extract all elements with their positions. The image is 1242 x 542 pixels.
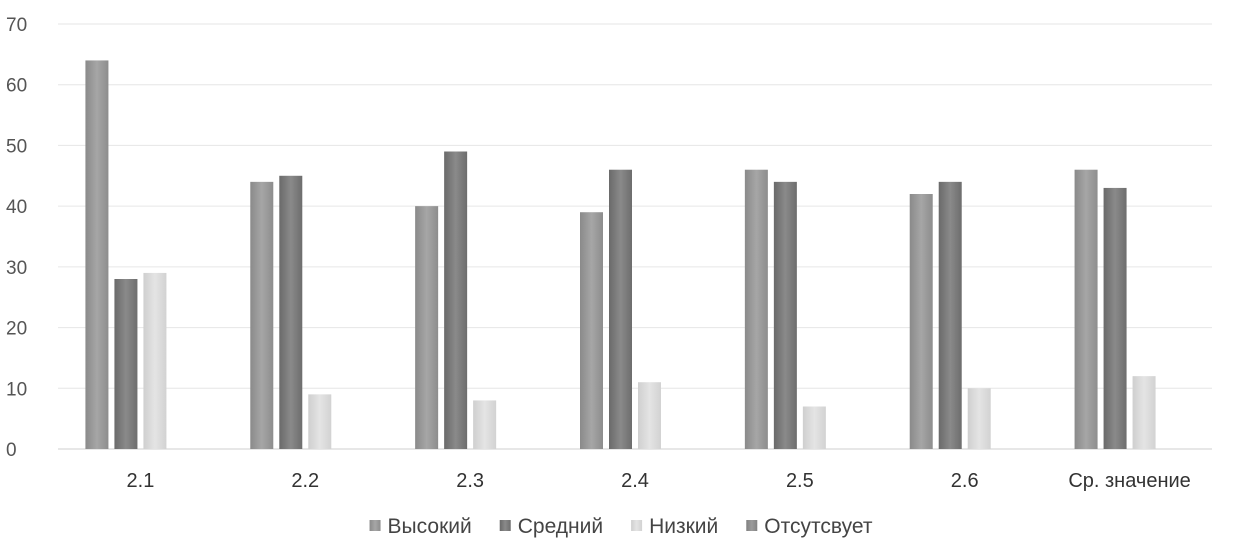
- gridlines: [58, 23, 1212, 450]
- y-tick-label: 60: [6, 76, 27, 97]
- y-tick-label: 30: [6, 258, 27, 279]
- bar-3-5: [802, 406, 826, 449]
- bar-3-3: [473, 400, 497, 449]
- legend-swatch-3: [631, 520, 643, 531]
- bar-3-7: [1132, 376, 1156, 449]
- legend-label-2: Средний: [518, 515, 603, 538]
- x-category-label: 2.4: [621, 470, 649, 492]
- legend: Высокий Средний Низкий Отсутсвует: [369, 515, 873, 538]
- legend-swatch-4: [746, 520, 758, 531]
- bar-2-1: [114, 279, 138, 449]
- bar-3-4: [638, 382, 661, 449]
- x-category-label: 2.2: [291, 470, 319, 492]
- y-tick-label: 20: [6, 319, 27, 340]
- legend-label-3: Низкий: [649, 515, 718, 538]
- x-category-label: 2.3: [456, 470, 484, 492]
- bar-1-4: [580, 212, 603, 449]
- bar-2-4: [609, 169, 632, 449]
- bar-1-2: [250, 181, 274, 449]
- y-axis-ticks: 0 10 20 30 40 50 60 70: [6, 15, 27, 461]
- y-tick-label: 40: [6, 197, 27, 218]
- x-category-label: 2.5: [786, 470, 814, 492]
- bar-3-2: [308, 394, 332, 449]
- bar-2-6: [938, 181, 962, 449]
- bar-2-5: [773, 181, 797, 449]
- bar-1-3: [415, 206, 439, 449]
- legend-label-4: Отсутсвует: [764, 515, 873, 538]
- bar-2-7: [1103, 187, 1127, 449]
- bar-3-6: [967, 388, 991, 449]
- legend-swatch-2: [499, 520, 511, 531]
- x-category-label: 2.6: [951, 470, 979, 492]
- legend-label-1: Высокий: [388, 515, 472, 538]
- y-tick-label: 50: [6, 136, 27, 157]
- bar-1-7: [1074, 169, 1098, 449]
- y-tick-label: 0: [6, 440, 17, 461]
- x-category-label: 2.1: [127, 470, 155, 492]
- bars: [85, 60, 1156, 450]
- bar-2-3: [444, 151, 468, 449]
- y-tick-label: 10: [6, 379, 27, 400]
- bar-3-1: [143, 272, 167, 449]
- x-axis-labels: 2.1 2.2 2.3 2.4 2.5 2.6 Ср. значение: [127, 470, 1191, 492]
- bar-2-2: [279, 175, 303, 450]
- legend-swatch-1: [369, 520, 381, 531]
- bar-1-1: [85, 60, 109, 450]
- x-category-label: Ср. значение: [1068, 470, 1190, 492]
- y-tick-label: 70: [6, 15, 27, 36]
- bar-1-5: [744, 169, 768, 449]
- bar-1-6: [909, 194, 933, 449]
